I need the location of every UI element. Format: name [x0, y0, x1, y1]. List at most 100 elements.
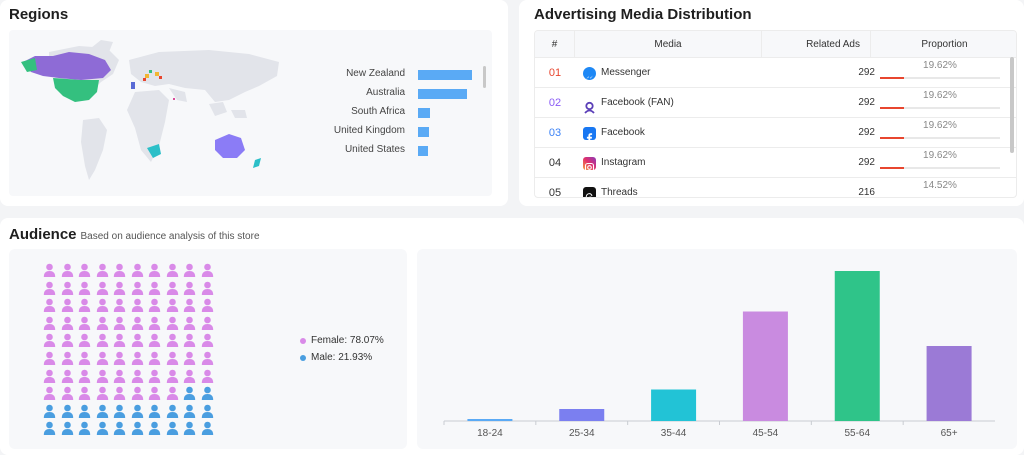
female-person-icon — [201, 369, 214, 383]
world-map[interactable] — [9, 30, 309, 196]
regions-scrollbar[interactable] — [483, 66, 486, 88]
media-title: Advertising Media Distribution — [534, 6, 752, 23]
x-tick-label: 45-54 — [753, 428, 779, 439]
proportion-cell: 19.62% — [878, 88, 1002, 118]
row-media: Facebook (FAN) — [583, 88, 769, 118]
usa-region — [53, 78, 99, 102]
female-person-icon — [148, 316, 161, 330]
region-label: United States — [344, 144, 405, 155]
new-zealand-region — [253, 158, 261, 168]
proportion-bar-fill — [880, 77, 904, 79]
media-name: Messenger — [601, 67, 651, 78]
x-tick-label: 25-34 — [569, 428, 595, 439]
row-rank: 02 — [548, 97, 562, 109]
male-person-icon — [113, 404, 126, 418]
alaska-region — [21, 58, 37, 72]
table-row[interactable]: 02 Facebook (FAN) 292 19.62% — [535, 88, 1016, 118]
media-scrollbar[interactable] — [1010, 57, 1014, 153]
male-person-icon — [43, 421, 56, 436]
related-ads-count: 292 — [858, 67, 875, 78]
female-person-icon — [166, 281, 179, 295]
proportion-value: 19.62% — [923, 90, 957, 101]
region-row[interactable]: United States — [309, 144, 489, 158]
table-row[interactable]: 01 Messenger 292 19.62% — [535, 58, 1016, 88]
female-person-icon — [78, 333, 91, 348]
regions-title: Regions — [9, 6, 69, 23]
region-bar — [418, 146, 428, 156]
proportion-bar-fill — [880, 137, 904, 139]
female-person-icon — [131, 369, 144, 383]
female-person-icon — [43, 298, 56, 313]
female-person-icon — [96, 298, 109, 313]
female-person-icon — [61, 298, 74, 313]
age-chart: 18-24 25-34 35-44 45-54 55-64 65+ — [443, 271, 995, 439]
canada-region — [23, 52, 111, 80]
middle-east-marker — [173, 98, 175, 100]
header-proportion: Proportion — [921, 39, 968, 50]
proportion-bar-fill — [880, 197, 897, 198]
proportion-value: 14.52% — [923, 180, 957, 191]
table-row[interactable]: 04 Instagram 292 19.62% — [535, 148, 1016, 178]
header-num: # — [535, 31, 575, 58]
row-rank: 03 — [548, 127, 562, 139]
table-header: # Media Related Ads Proportion — [535, 31, 1016, 58]
bar-18-24[interactable] — [467, 419, 513, 421]
region-row[interactable]: South Africa — [309, 106, 489, 120]
female-person-icon — [201, 333, 214, 348]
related-ads-count: 292 — [858, 127, 875, 138]
female-person-icon — [201, 281, 214, 295]
uk-marker — [131, 82, 135, 89]
female-person-icon — [131, 333, 144, 348]
bar-45-54[interactable] — [742, 311, 788, 422]
female-person-icon — [78, 298, 91, 313]
region-label: United Kingdom — [333, 125, 405, 136]
male-person-icon — [96, 404, 109, 418]
male-person-icon — [183, 404, 196, 418]
female-person-icon — [43, 263, 56, 277]
region-label: South Africa — [351, 106, 405, 117]
female-person-icon — [131, 351, 144, 365]
female-person-icon — [96, 263, 109, 277]
region-row[interactable]: New Zealand — [309, 68, 489, 82]
female-person-icon — [166, 369, 179, 383]
proportion-bar-fill — [880, 107, 904, 109]
male-person-icon — [78, 421, 91, 436]
region-row[interactable]: United Kingdom — [309, 125, 489, 139]
bar-55-64[interactable] — [834, 271, 880, 421]
proportion-cell: 19.62% — [878, 118, 1002, 148]
messenger-icon — [583, 66, 596, 80]
row-media: Messenger — [583, 58, 769, 88]
female-person-icon — [131, 386, 144, 401]
proportion-bar — [880, 167, 1000, 169]
female-person-icon — [61, 316, 74, 330]
region-row[interactable]: Australia — [309, 87, 489, 101]
table-row[interactable]: 03 Facebook 292 19.62% — [535, 118, 1016, 148]
female-person-icon — [148, 281, 161, 295]
europe-marker-5 — [159, 76, 162, 79]
female-person-icon — [166, 298, 179, 313]
instagram-icon — [583, 156, 596, 172]
europe-marker-3 — [143, 78, 146, 81]
proportion-cell: 14.52% — [878, 178, 1002, 198]
facebook-icon — [583, 126, 596, 144]
male-person-icon — [148, 421, 161, 436]
male-person-icon — [61, 404, 74, 418]
legend-female-label: Female: 78.07% — [311, 335, 384, 346]
female-person-icon — [78, 386, 91, 401]
bar-25-34[interactable] — [559, 409, 605, 421]
female-person-icon — [43, 351, 56, 365]
male-person-icon — [166, 421, 179, 436]
female-person-icon — [148, 263, 161, 277]
female-person-icon — [78, 351, 91, 365]
female-person-icon — [183, 281, 196, 295]
row-media: Threads — [583, 178, 769, 198]
table-row[interactable]: 05 Threads 216 14.52% — [535, 178, 1016, 198]
female-person-icon — [61, 351, 74, 365]
female-person-icon — [113, 263, 126, 277]
female-person-icon — [166, 386, 179, 401]
media-name: Threads — [601, 187, 638, 198]
female-person-icon — [183, 351, 196, 365]
bar-65+[interactable] — [926, 346, 972, 421]
bar-35-44[interactable] — [651, 389, 697, 422]
gender-panel: Female: 78.07% Male: 21.93% — [9, 249, 407, 449]
